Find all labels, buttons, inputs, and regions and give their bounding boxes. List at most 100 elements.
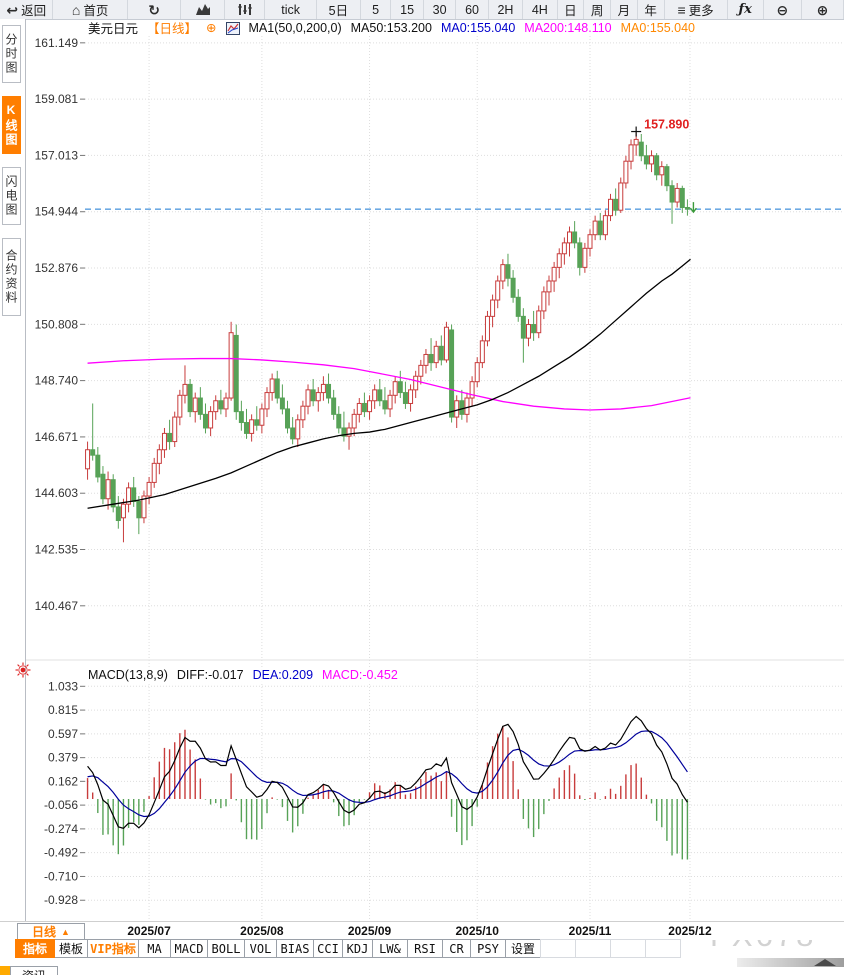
period-30m-button-label: 30 <box>432 2 447 17</box>
scroll-up-icon[interactable] <box>814 959 836 966</box>
main-y-tick-label: 140.467 <box>35 599 79 613</box>
x-axis-label: 2025/08 <box>240 924 284 938</box>
home-icon: ⌂ <box>71 1 81 18</box>
period-selector[interactable]: 日线 ▲ <box>17 923 85 940</box>
area-chart-button[interactable] <box>181 0 226 19</box>
news-accent-square <box>0 966 10 975</box>
period-selector-label: 日线 <box>32 925 57 939</box>
tab-cr[interactable]: CR <box>442 939 471 958</box>
more-menu-icon: ≡ <box>677 1 686 18</box>
back-icon: ↩ <box>6 1 19 18</box>
tab-cci[interactable]: CCI <box>313 939 343 958</box>
main-y-tick-label: 146.671 <box>35 430 79 444</box>
macd-y-tick-label: 0.379 <box>48 751 78 765</box>
x-axis-row: 日线 ▲ 2025/07 2025/08 2025/09 2025/10 2025/11… <box>0 921 844 940</box>
period-week-button-label: 周 <box>590 4 604 18</box>
ma200-value: MA200:148.110 <box>524 20 612 35</box>
tab-empty <box>540 939 576 958</box>
ma200-line <box>87 357 691 411</box>
high-price-label: 157.890 <box>644 118 689 132</box>
tab-vip-[interactable]: VIP指标 <box>87 939 139 958</box>
tab-kdj[interactable]: KDJ <box>342 939 373 958</box>
tab-rsi[interactable]: RSI <box>407 939 443 958</box>
more-menu-button[interactable]: ≡ 更多 <box>665 0 728 19</box>
period-15m-button[interactable]: 15 <box>391 0 424 19</box>
main-y-tick-label: 150.808 <box>35 317 79 331</box>
horizontal-scrollbar[interactable] <box>737 958 844 967</box>
macd-y-tick-label: -0.928 <box>44 893 78 907</box>
sidebar-item-time-chart[interactable]: 分时图 <box>2 25 21 83</box>
macd-y-tick-label: -0.710 <box>44 869 78 883</box>
period-5d-button[interactable]: 5日 <box>317 0 361 19</box>
period-day-button[interactable]: 日 <box>558 0 585 19</box>
refresh-button[interactable]: ↻ <box>128 0 182 19</box>
macd-y-tick-label: 0.815 <box>48 703 78 717</box>
macd-legend: MACD(13,8,9) DIFF:-0.017 DEA:0.209 MACD:… <box>88 667 398 682</box>
fx-indicator-button[interactable]: ƒx <box>728 0 764 19</box>
tab-vol[interactable]: VOL <box>244 939 277 958</box>
period-tick-button-label: tick <box>281 2 300 17</box>
period-30m-button[interactable]: 30 <box>424 0 457 19</box>
candlestick-icon <box>238 4 253 15</box>
period-month-button-label: 月 <box>617 4 631 18</box>
period-week-button[interactable]: 周 <box>584 0 612 19</box>
gridlines <box>26 36 844 922</box>
period-5m-button[interactable]: 5 <box>361 0 392 19</box>
tab-macd[interactable]: MACD <box>170 939 208 958</box>
macd-macd-value: MACD:-0.452 <box>322 667 398 682</box>
home-button-label: 首页 <box>83 4 109 18</box>
live-indicator-icon <box>15 662 31 678</box>
tab-bias[interactable]: BIAS <box>276 939 314 958</box>
period-2h-button[interactable]: 2H <box>489 0 524 19</box>
main-y-tick-label: 161.149 <box>35 36 79 50</box>
left-sidebar: 分时图 K线图闪电图合约资料 <box>0 19 26 958</box>
tab-ma[interactable]: MA <box>138 939 171 958</box>
candlestick-chart-button[interactable] <box>225 0 266 19</box>
price-chart-plot[interactable]: 161.149 159.081 157.013 154.944 152.876 150.8… <box>26 36 844 922</box>
back-button[interactable]: ↩ 返回 <box>0 0 54 19</box>
tab-lw-[interactable]: LW& <box>372 939 408 958</box>
period-year-button[interactable]: 年 <box>638 0 665 19</box>
sidebar-item-kline-chart[interactable]: K线图 <box>2 96 21 154</box>
tab-psy[interactable]: PSY <box>470 939 506 958</box>
area-chart-icon <box>195 4 210 15</box>
sidebar-item-contract-info[interactable]: 合约资料 <box>2 238 21 316</box>
zoom-out-button[interactable]: ⊖ <box>764 0 802 19</box>
tab--[interactable]: 指标 <box>15 939 55 958</box>
macd-y-tick-label: -0.492 <box>44 846 78 860</box>
period-month-button[interactable]: 月 <box>611 0 638 19</box>
back-button-label: 返回 <box>21 4 47 18</box>
macd-y-tick-label: 1.033 <box>48 679 78 693</box>
sidebar-item-lightning-chart[interactable]: 闪电图 <box>2 167 21 225</box>
macd-diff-value: DIFF:-0.017 <box>176 667 244 682</box>
indicator-tabbar: 指标 模板 VIP指标 MA MACD BOLL VOL BIAS CCI KDJ LW& RSI CR… <box>15 939 681 958</box>
main-y-tick-label: 157.013 <box>35 148 79 162</box>
period-60m-button[interactable]: 60 <box>456 0 489 19</box>
more-menu-button-label: 更多 <box>688 4 714 18</box>
period-2h-button-label: 2H <box>497 2 514 17</box>
news-tab-label: 资讯 <box>22 967 46 975</box>
x-axis-label: 2025/07 <box>127 924 171 938</box>
period-4h-button[interactable]: 4H <box>523 0 558 19</box>
tab-news[interactable]: 资讯 <box>10 966 58 975</box>
macd-y-tick-label: 0.597 <box>48 727 78 741</box>
circle-plus-icon[interactable]: ⊕ <box>206 21 217 35</box>
period-tick-button[interactable]: tick <box>265 0 317 19</box>
main-y-tick-label: 154.944 <box>35 205 79 219</box>
macd-dea-value: DEA:0.209 <box>252 667 314 682</box>
period-15m-button-label: 15 <box>400 2 415 17</box>
chart-annotations: 157.890 <box>631 118 697 214</box>
tab--[interactable]: 模板 <box>54 939 88 958</box>
zoom-in-icon: ⊕ <box>816 1 829 18</box>
dea-line <box>87 730 688 818</box>
period-60m-button-label: 60 <box>465 2 480 17</box>
ma50-value: MA50:153.200 <box>350 20 432 35</box>
zoom-out-icon: ⊖ <box>776 1 789 18</box>
home-button[interactable]: ⌂ 首页 <box>53 0 128 19</box>
tab-boll[interactable]: BOLL <box>207 939 245 958</box>
zoom-in-button[interactable]: ⊕ <box>802 0 844 19</box>
y-axis-labels: 161.149 159.081 157.013 154.944 152.876 150.8… <box>35 36 79 907</box>
top-toolbar: ↩ 返回 ⌂ 首页 ↻ tick 5日 5 15 30 60 2H 4H 日周月年 ≡ 更多 ƒx ⊖ ⊕ <box>0 0 844 20</box>
tab--[interactable]: 设置 <box>505 939 541 958</box>
